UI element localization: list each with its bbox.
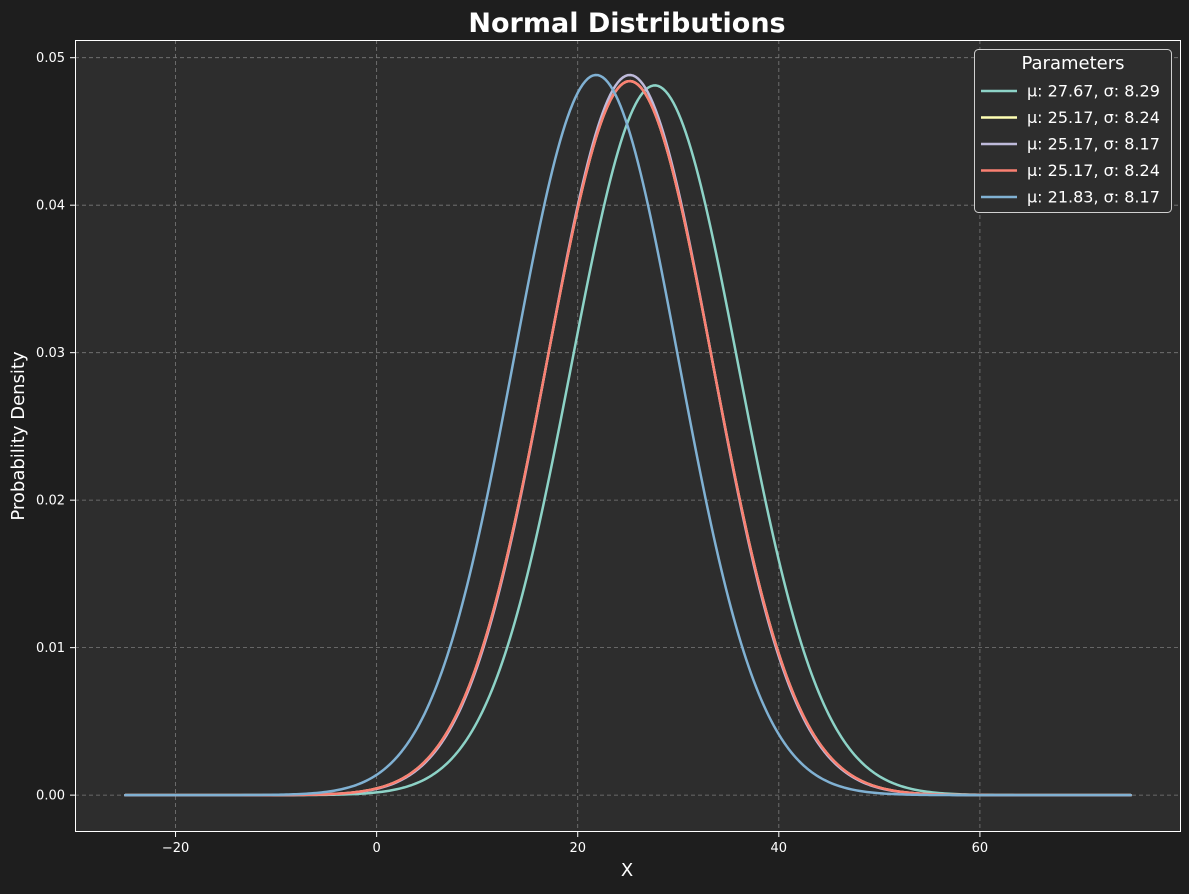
y-tick-label: 0.00 [36, 789, 65, 804]
y-tick-label: 0.04 [36, 199, 65, 214]
legend-label: μ: 25.17, σ: 8.24 [1027, 161, 1160, 180]
x-axis-label: X [621, 860, 633, 881]
axis-ticks: −20 0 20 40 60 0.00 0.01 0.02 0.03 0.04 0.05 [36, 51, 988, 856]
series-lines [124, 73, 1132, 797]
legend-label: μ: 25.17, σ: 8.17 [1027, 135, 1160, 154]
y-tick-label: 0.02 [36, 494, 65, 509]
legend-entries: μ: 27.67, σ: 8.29 μ: 25.17, σ: 8.24 μ: 25.… [981, 82, 1160, 207]
y-tick-label: 0.01 [36, 641, 65, 656]
x-tick-label: 20 [569, 841, 586, 856]
chart-title: Normal Distributions [468, 8, 785, 39]
grid-lines [75, 40, 1181, 832]
legend-title: Parameters [1021, 53, 1124, 74]
legend: Parameters μ: 27.67, σ: 8.29 μ: 25.17, σ:… [974, 49, 1172, 213]
legend-label: μ: 27.67, σ: 8.29 [1027, 82, 1160, 101]
legend-box [974, 49, 1172, 213]
legend-label: μ: 25.17, σ: 8.24 [1027, 108, 1160, 127]
y-axis-label: Probability Density [8, 351, 29, 521]
legend-label: μ: 21.83, σ: 8.17 [1027, 188, 1160, 207]
x-tick-label: −20 [162, 841, 189, 856]
x-tick-label: 40 [771, 841, 788, 856]
series-line-5 [124, 73, 1132, 797]
plot-frame [75, 40, 1181, 832]
y-tick-label: 0.03 [36, 346, 65, 361]
x-tick-label: 0 [372, 841, 380, 856]
y-tick-label: 0.05 [36, 51, 65, 66]
x-tick-label: 60 [972, 841, 989, 856]
